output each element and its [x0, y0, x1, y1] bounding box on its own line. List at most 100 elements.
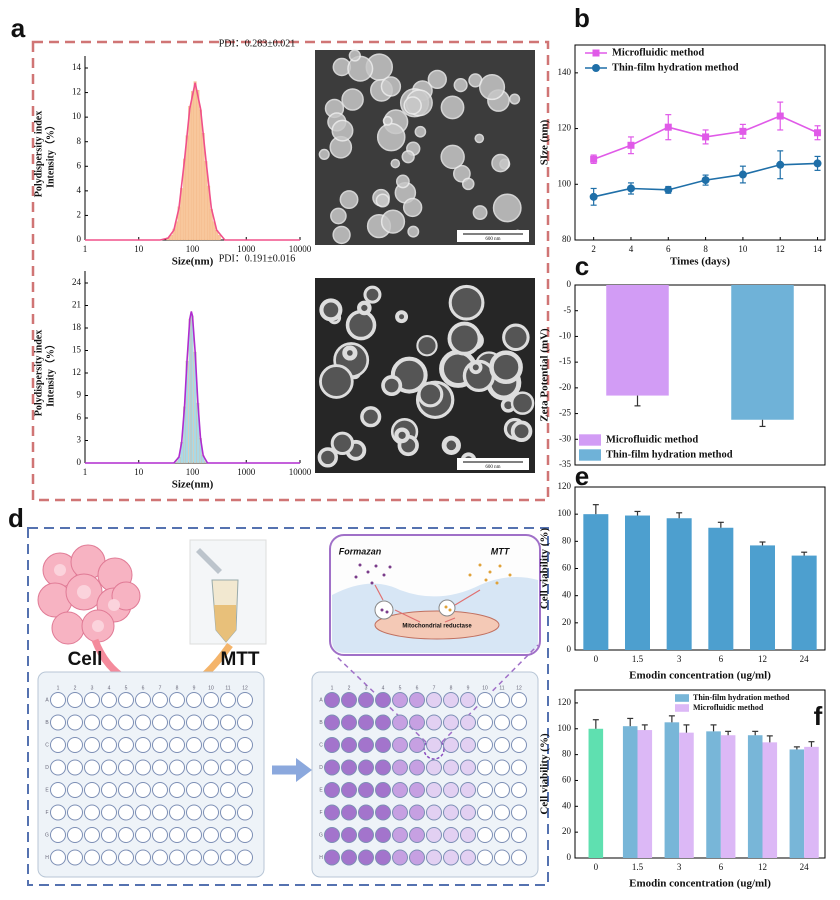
vesicle — [510, 420, 533, 443]
panel-label: c — [575, 251, 589, 281]
x-tick-label: 4 — [629, 244, 634, 254]
error-bar — [752, 730, 759, 736]
vesicle — [489, 350, 523, 385]
well — [67, 759, 83, 776]
plate-row-label: H — [45, 855, 49, 861]
plate-row-label: A — [319, 697, 323, 703]
y-tick-label: 0 — [567, 852, 572, 862]
well — [511, 759, 527, 776]
well — [135, 827, 151, 843]
x-tick-label: 10 — [134, 244, 144, 254]
y-tick-label: -35 — [559, 459, 571, 469]
plate-row-label: G — [45, 832, 49, 838]
well — [203, 759, 219, 776]
y-tick-label: 140 — [558, 67, 572, 77]
well — [135, 692, 151, 708]
well — [101, 804, 117, 821]
vesicle — [319, 364, 354, 399]
well — [169, 782, 185, 798]
well — [358, 804, 374, 821]
well — [324, 737, 340, 753]
well — [409, 849, 425, 866]
well — [409, 714, 425, 731]
plate-column-label: 11 — [225, 685, 230, 691]
x-tick-label: 8 — [703, 244, 708, 254]
plate-column-label: 4 — [382, 685, 385, 691]
y-tick-label: 3 — [77, 435, 82, 445]
legend-label: Thin-film hydration method — [693, 693, 790, 702]
y-tick-label: 100 — [558, 508, 572, 518]
x-axis-title: Times (days) — [670, 256, 730, 268]
plate-column-label: 8 — [176, 685, 179, 691]
plate-row-label: C — [45, 742, 49, 748]
x-tick-label: 10000 — [289, 467, 312, 477]
well — [67, 737, 83, 753]
plate-column-label: 5 — [399, 685, 402, 691]
y-tick-label: -25 — [559, 408, 571, 418]
histogram-bar — [199, 109, 202, 241]
histogram-bar — [191, 315, 194, 464]
well — [101, 827, 117, 843]
well — [169, 804, 185, 821]
well — [494, 714, 510, 731]
y-tick-label: 120 — [558, 481, 572, 491]
error-bar — [683, 724, 690, 733]
x-tick-label: 1000 — [237, 467, 256, 477]
vesicle — [502, 323, 530, 352]
vesicle — [403, 96, 422, 115]
x-tick-label: 10 — [134, 467, 144, 477]
well — [237, 782, 253, 798]
panel-label: a — [11, 13, 26, 43]
panel-d-frame — [27, 527, 549, 886]
well — [477, 759, 493, 776]
error-bar — [801, 551, 808, 556]
x-tick-label: 6 — [719, 654, 724, 664]
error-bar — [627, 717, 634, 727]
well — [460, 759, 476, 776]
vesicle — [417, 381, 444, 408]
vesicle — [472, 205, 488, 221]
well — [67, 827, 83, 843]
y-axis-title: Cell viability (%) — [539, 733, 551, 815]
plate-column-label: 12 — [516, 685, 522, 691]
x-tick-label: 100 — [186, 467, 200, 477]
well — [426, 782, 442, 798]
well — [341, 849, 357, 866]
error-bar — [717, 521, 724, 528]
well — [443, 782, 459, 798]
well — [50, 737, 66, 753]
y-tick-label: 120 — [558, 123, 572, 133]
x-tick-label: 1.5 — [632, 654, 644, 664]
series-line — [85, 311, 300, 464]
vesicle — [469, 360, 483, 375]
plate-column-label: 12 — [242, 685, 248, 691]
well — [169, 849, 185, 866]
well — [101, 782, 117, 798]
well — [203, 737, 219, 753]
well — [392, 782, 408, 798]
x-tick-label: 12 — [758, 862, 767, 872]
error-bar — [808, 741, 815, 747]
well — [358, 782, 374, 798]
well — [511, 827, 527, 843]
plate-column-label: 8 — [450, 685, 453, 691]
plate-column-label: 5 — [125, 685, 128, 691]
well — [84, 714, 100, 731]
well — [392, 759, 408, 776]
y-tick-label: 60 — [562, 775, 572, 785]
well — [477, 692, 493, 708]
well — [375, 692, 391, 708]
vesicle — [479, 74, 506, 101]
plate-column-label: 3 — [91, 685, 94, 691]
y-tick-label: 18 — [72, 322, 82, 332]
y-tick-label: 8 — [77, 136, 82, 146]
vesicle — [510, 391, 535, 415]
vesicle — [332, 225, 351, 245]
histogram-bar — [193, 81, 197, 241]
legend-label: Microfluidic method — [693, 703, 764, 712]
y-tick-label: 0 — [77, 457, 82, 467]
x-axis-title: Size(nm) — [172, 256, 214, 268]
panel-label: e — [575, 461, 589, 491]
well — [50, 804, 66, 821]
well — [169, 714, 185, 731]
